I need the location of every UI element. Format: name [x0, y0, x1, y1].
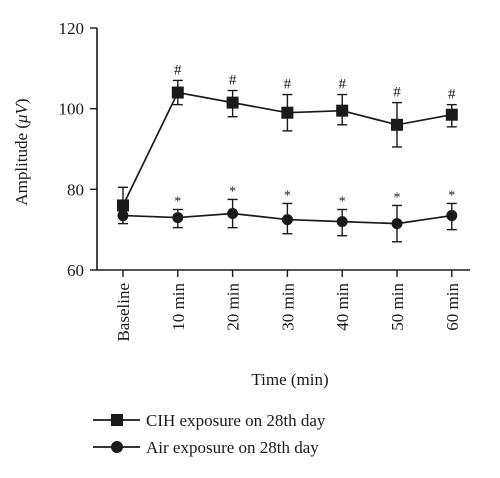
- legend: CIH exposure on 28th day Air exposure on…: [93, 411, 326, 457]
- legend-label-air: Air exposure on 28th day: [146, 438, 319, 457]
- data-point-circle: [446, 210, 458, 222]
- significance-hash: #: [393, 85, 401, 101]
- data-point-circle: [281, 214, 293, 226]
- series-cih: [117, 79, 458, 219]
- significance-hash: #: [284, 77, 292, 93]
- x-ticks: Baseline 10 min 20 min 30 min 40 min 50 min 60…: [114, 270, 462, 342]
- y-tick-label: 120: [59, 19, 85, 38]
- data-point-square: [445, 108, 458, 121]
- legend-circle-marker: [111, 441, 123, 453]
- x-tick-label: 50 min: [388, 283, 407, 331]
- y-axis-label-text: Amplitude (: [12, 123, 31, 206]
- significance-asterisk: *: [174, 195, 181, 210]
- data-point-circle: [172, 212, 184, 224]
- significance-hash: #: [174, 62, 182, 78]
- y-axis-label-unit: μV: [12, 101, 31, 124]
- significance-asterisk: *: [284, 188, 291, 203]
- data-point-circle: [117, 210, 129, 222]
- y-axis-label: Amplitude (μV): [12, 98, 31, 205]
- x-tick-label: Baseline: [114, 283, 133, 342]
- x-tick-label: 30 min: [278, 283, 297, 331]
- series-layer: [117, 79, 458, 243]
- legend-item-cih: CIH exposure on 28th day: [93, 411, 326, 430]
- significance-asterisk: *: [339, 195, 346, 210]
- significance-annotations: # # # # # # * * * * * *: [174, 62, 456, 209]
- x-tick-label: 10 min: [169, 283, 188, 331]
- significance-asterisk: *: [229, 184, 236, 199]
- data-point-square: [336, 104, 349, 117]
- legend-square-marker: [111, 414, 123, 426]
- y-tick-label: 100: [59, 100, 85, 119]
- x-tick-label: 20 min: [224, 283, 243, 331]
- series-air: [117, 198, 458, 243]
- significance-hash: #: [448, 87, 456, 103]
- legend-item-air: Air exposure on 28th day: [93, 438, 319, 457]
- data-point-circle: [336, 216, 348, 228]
- x-tick-label: 40 min: [333, 283, 352, 331]
- significance-hash: #: [338, 77, 346, 93]
- axes: [96, 28, 470, 271]
- data-point-square: [391, 118, 403, 131]
- significance-asterisk: *: [448, 188, 455, 203]
- data-point-square: [171, 86, 184, 99]
- data-point-square: [226, 96, 239, 109]
- y-ticks: 60 80 100 120: [59, 19, 97, 280]
- x-axis-label: Time (min): [251, 370, 328, 389]
- data-point-square: [117, 199, 129, 212]
- legend-label-cih: CIH exposure on 28th day: [146, 411, 326, 430]
- significance-asterisk: *: [394, 190, 401, 205]
- data-point-square: [281, 106, 294, 119]
- y-tick-label: 80: [67, 180, 84, 199]
- y-tick-label: 60: [67, 261, 84, 280]
- significance-hash: #: [229, 73, 237, 89]
- y-axis-label-close: ): [12, 98, 31, 104]
- x-tick-label: 60 min: [443, 283, 462, 331]
- data-point-circle: [227, 208, 239, 220]
- data-point-circle: [391, 218, 403, 230]
